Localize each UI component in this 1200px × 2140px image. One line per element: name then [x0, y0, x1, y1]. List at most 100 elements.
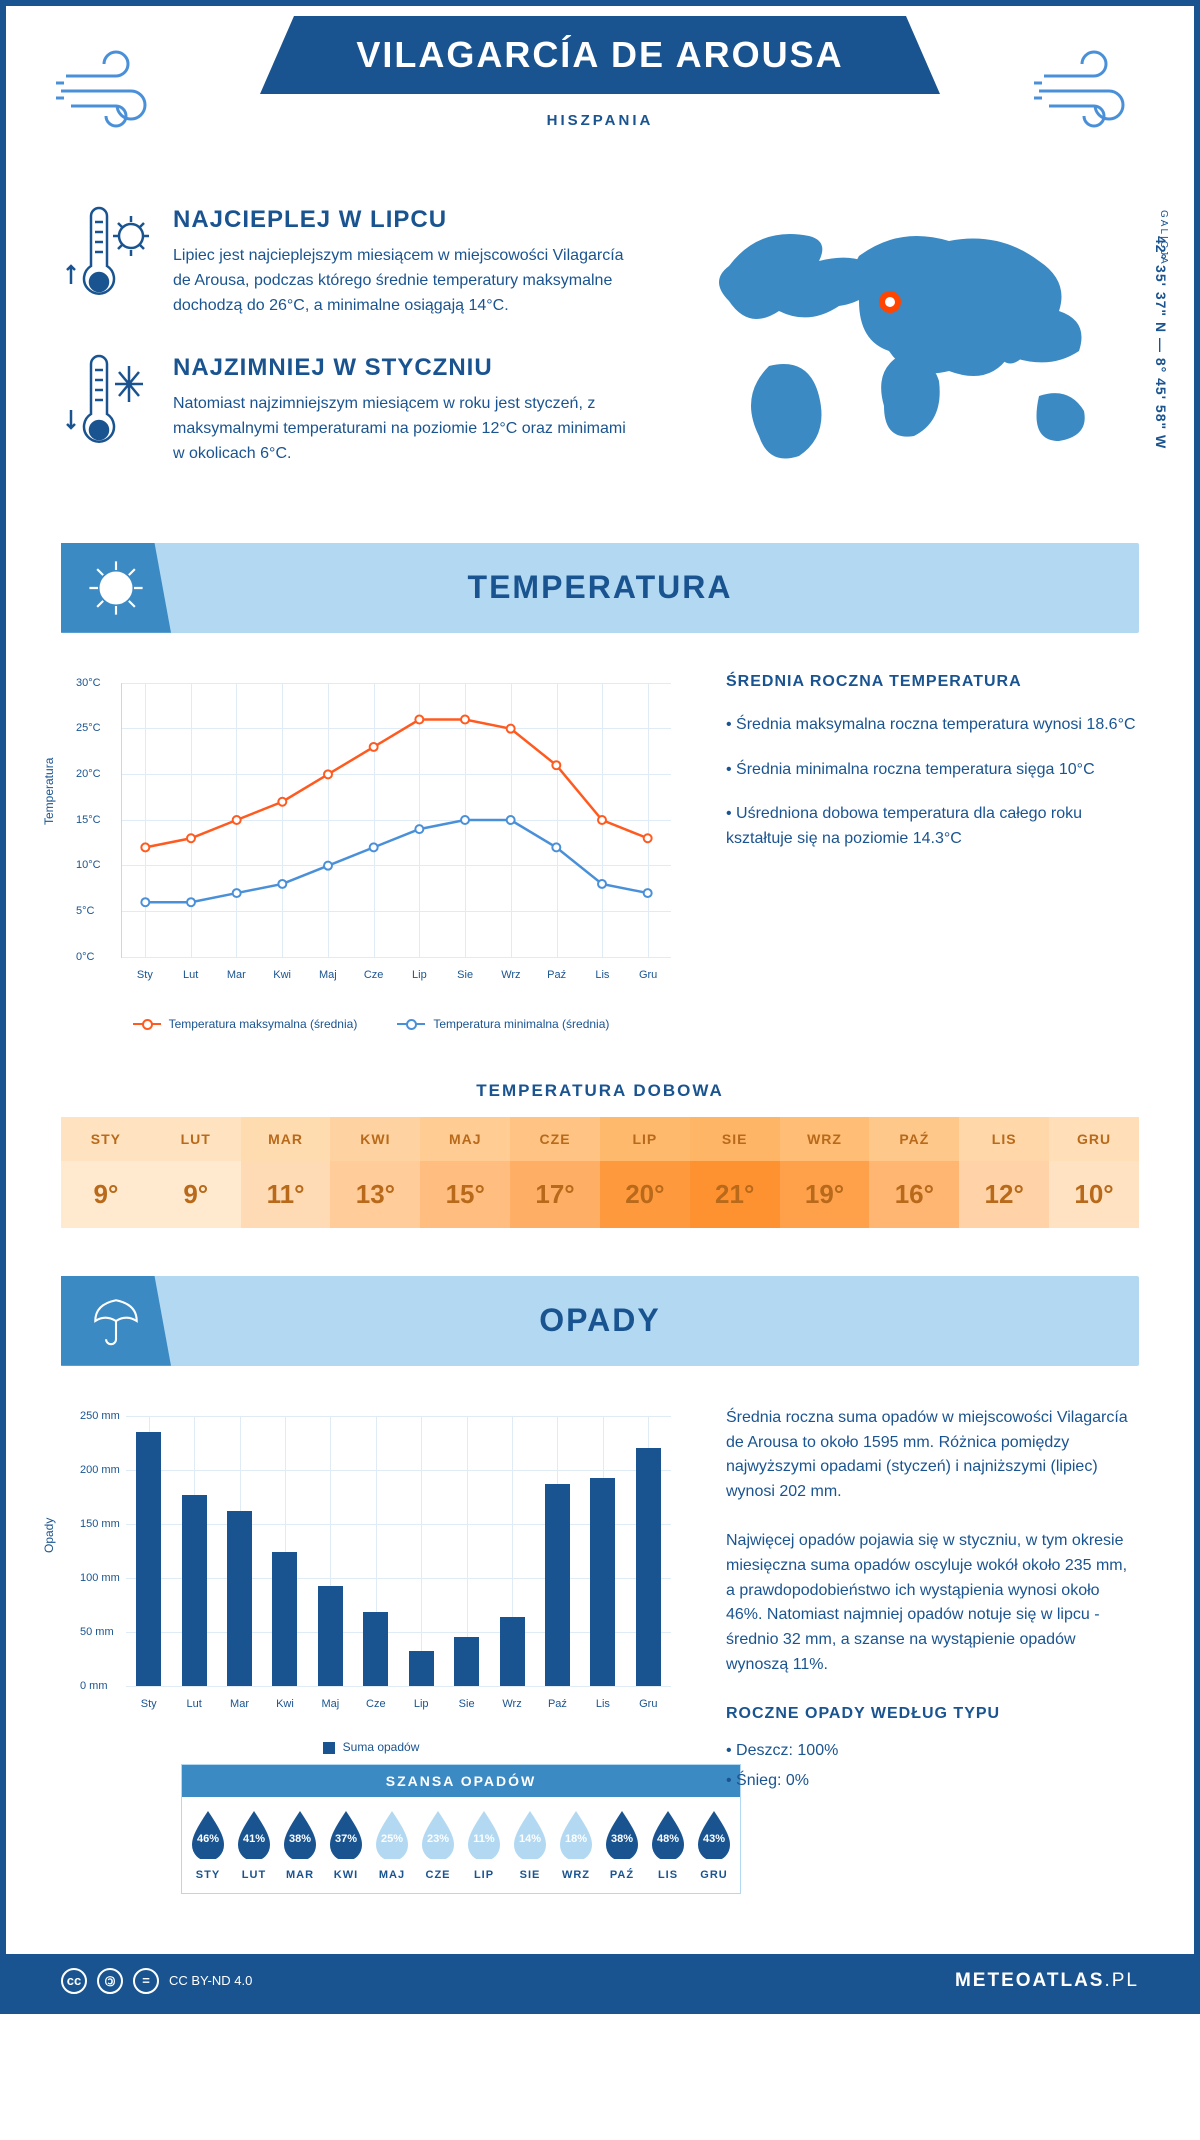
x-tick: Mar	[230, 1698, 249, 1710]
x-tick: Wrz	[502, 1698, 521, 1710]
y-tick: 100 mm	[80, 1572, 120, 1584]
license-text: CC BY-ND 4.0	[169, 1973, 252, 1988]
precipitation-bar-chart: Opady 0 mm50 mm100 mm150 mm200 mm250 mmS…	[61, 1406, 681, 1726]
daily-cell: LUT9°	[151, 1117, 241, 1228]
daily-cell: SIE21°	[690, 1117, 780, 1228]
daily-temp-table: STY9°LUT9°MAR11°KWI13°MAJ15°CZE17°LIP20°…	[61, 1117, 1139, 1228]
daily-temp-title: TEMPERATURA DOBOWA	[6, 1081, 1194, 1101]
site-credit: METEOATLAS.PL	[955, 1970, 1139, 1992]
y-tick: 30°C	[76, 677, 101, 689]
y-tick: 10°C	[76, 859, 101, 871]
daily-cell: MAR11°	[241, 1117, 331, 1228]
header: VILAGARCÍA DE AROUSA HISZPANIA	[6, 6, 1194, 206]
sun-icon	[61, 543, 171, 633]
x-tick: Gru	[639, 969, 657, 981]
precip-type-item: • Deszcz: 100%	[726, 1739, 1139, 1764]
raindrop-icon: 11%	[464, 1809, 504, 1859]
temp-bullet: • Uśredniona dobowa temperatura dla całe…	[726, 802, 1139, 852]
x-tick: Cze	[366, 1698, 386, 1710]
x-tick: Maj	[319, 969, 337, 981]
y-tick: 50 mm	[80, 1626, 114, 1638]
precip-type-title: ROCZNE OPADY WEDŁUG TYPU	[726, 1702, 1139, 1727]
coldest-title: NAJZIMNIEJ W STYCZNIU	[173, 354, 639, 382]
daily-cell: LIS12°	[959, 1117, 1049, 1228]
temp-legend: Temperatura maksymalna (średnia)Temperat…	[61, 1017, 681, 1031]
x-tick: Sie	[457, 969, 473, 981]
wind-icon	[1034, 46, 1144, 136]
chance-cell: 18% WRZ	[554, 1809, 598, 1889]
hottest-block: NAJCIEPLEJ W LIPCU Lipiec jest najcieple…	[61, 206, 639, 318]
temperature-section-banner: TEMPERATURA	[61, 543, 1139, 633]
bar	[590, 1478, 615, 1685]
chance-cell: 14% SIE	[508, 1809, 552, 1889]
bar	[182, 1495, 207, 1686]
precip-type-item: • Śnieg: 0%	[726, 1769, 1139, 1794]
chance-cell: 23% CZE	[416, 1809, 460, 1889]
umbrella-icon	[61, 1276, 171, 1366]
bar	[363, 1612, 388, 1685]
x-tick: Sty	[141, 1698, 157, 1710]
daily-cell: KWI13°	[330, 1117, 420, 1228]
footer: cc 🄯 = CC BY-ND 4.0 METEOATLAS.PL	[6, 1954, 1194, 2008]
raindrop-icon: 38%	[602, 1809, 642, 1859]
y-tick: 15°C	[76, 814, 101, 826]
bar	[454, 1637, 479, 1686]
site-name: METEOATLAS	[955, 1970, 1104, 1991]
y-tick: 0°C	[76, 951, 94, 963]
x-tick: Lis	[596, 1698, 610, 1710]
y-tick: 250 mm	[80, 1410, 120, 1422]
world-map: GALICJA 42° 35' 37" N — 8° 45' 58" W	[679, 206, 1139, 486]
bar	[545, 1484, 570, 1686]
chance-cell: 48% LIS	[646, 1809, 690, 1889]
bar-legend: Suma opadów	[61, 1740, 681, 1754]
bar	[227, 1511, 252, 1686]
x-tick: Mar	[227, 969, 246, 981]
license-block: cc 🄯 = CC BY-ND 4.0	[61, 1968, 252, 1994]
precipitation-title: OPADY	[171, 1302, 1139, 1339]
cc-icon: cc	[61, 1968, 87, 1994]
raindrop-icon: 46%	[188, 1809, 228, 1859]
precipitation-info: Średnia roczna suma opadów w miejscowośc…	[726, 1406, 1139, 1934]
chance-cell: 41% LUT	[232, 1809, 276, 1889]
coordinates: 42° 35' 37" N — 8° 45' 58" W	[1153, 236, 1169, 449]
bar-legend-label: Suma opadów	[343, 1740, 420, 1754]
raindrop-icon: 18%	[556, 1809, 596, 1859]
rain-chance-panel: SZANSA OPADÓW 46% STY 41% LUT 38% MAR 37…	[181, 1764, 741, 1894]
raindrop-icon: 38%	[280, 1809, 320, 1859]
temp-bullet: • Średnia minimalna roczna temperatura s…	[726, 758, 1139, 783]
raindrop-icon: 37%	[326, 1809, 366, 1859]
x-tick: Paź	[547, 969, 566, 981]
wind-icon	[56, 46, 166, 136]
x-tick: Sty	[137, 969, 153, 981]
thermometer-hot-icon	[61, 206, 151, 306]
bar	[500, 1617, 525, 1686]
y-tick: 20°C	[76, 768, 101, 780]
x-tick: Lip	[414, 1698, 429, 1710]
daily-cell: STY9°	[61, 1117, 151, 1228]
x-tick: Maj	[322, 1698, 340, 1710]
daily-cell: MAJ15°	[420, 1117, 510, 1228]
x-tick: Sie	[459, 1698, 475, 1710]
bar	[318, 1586, 343, 1685]
x-tick: Cze	[364, 969, 384, 981]
legend-item: Temperatura maksymalna (średnia)	[133, 1017, 358, 1031]
coldest-block: NAJZIMNIEJ W STYCZNIU Natomiast najzimni…	[61, 354, 639, 466]
daily-cell: PAŹ16°	[869, 1117, 959, 1228]
x-tick: Gru	[639, 1698, 657, 1710]
location-marker-icon	[879, 291, 901, 313]
bar	[136, 1432, 161, 1686]
raindrop-icon: 25%	[372, 1809, 412, 1859]
y-tick: 25°C	[76, 722, 101, 734]
x-tick: Kwi	[273, 969, 291, 981]
chance-cell: 38% PAŹ	[600, 1809, 644, 1889]
bar	[636, 1448, 661, 1686]
raindrop-icon: 14%	[510, 1809, 550, 1859]
temperature-line-chart: Temperatura 0°C5°C10°C15°C20°C25°C30°CSt…	[61, 673, 681, 1003]
x-tick: Lut	[186, 1698, 201, 1710]
city-title: VILAGARCÍA DE AROUSA	[260, 16, 940, 94]
x-tick: Kwi	[276, 1698, 294, 1710]
daily-cell: GRU10°	[1049, 1117, 1139, 1228]
x-tick: Paź	[548, 1698, 567, 1710]
chance-cell: 37% KWI	[324, 1809, 368, 1889]
precip-paragraph: Średnia roczna suma opadów w miejscowośc…	[726, 1406, 1139, 1505]
